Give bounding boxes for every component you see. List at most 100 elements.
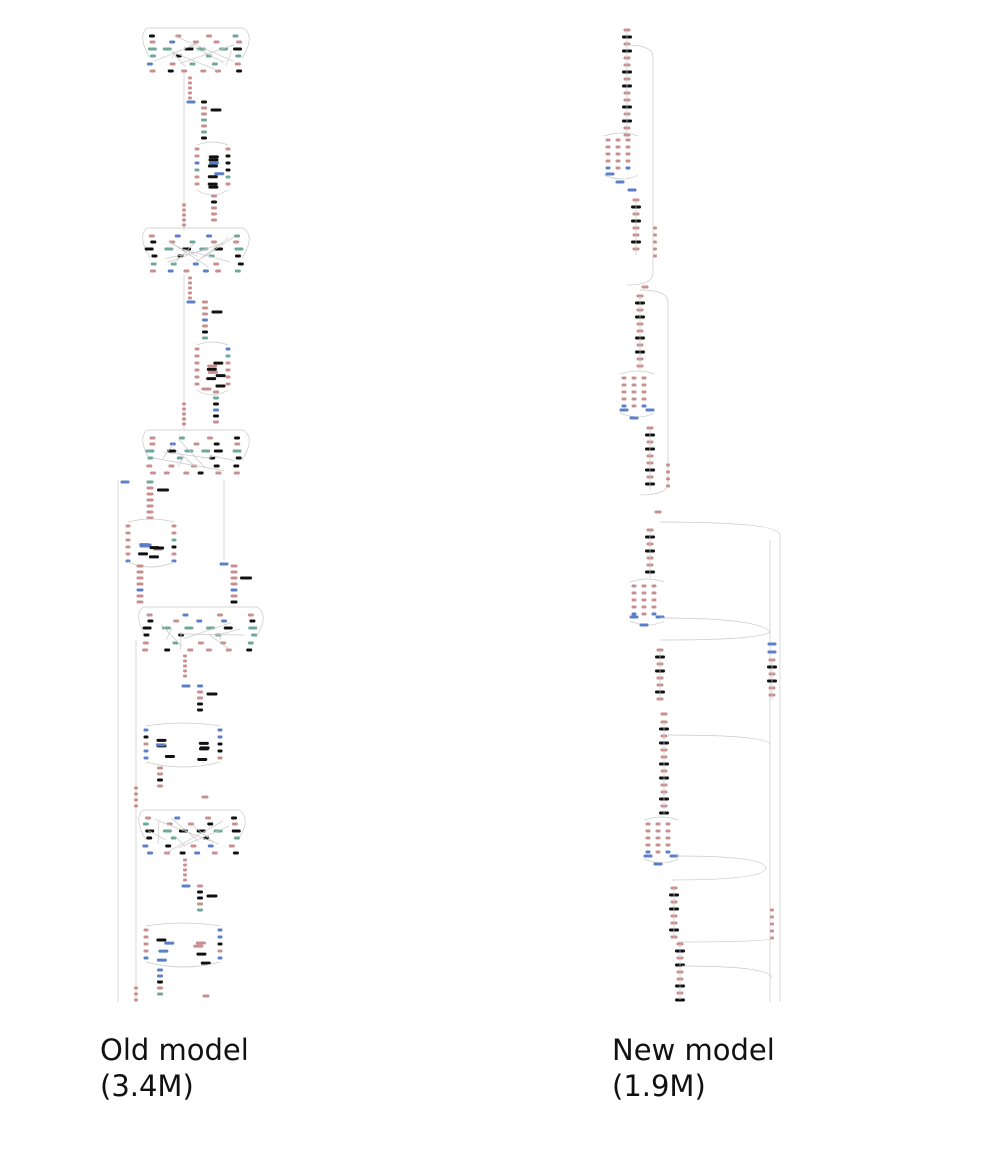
new-model-graph [603,28,781,1002]
graph-node [143,728,149,732]
graph-node [217,756,223,760]
graph-node [211,310,223,314]
graph-edge [643,858,679,864]
graph-node [136,594,144,598]
graph-edge [180,633,244,636]
graph-node [143,956,149,960]
graph-node [162,829,172,833]
graph-node [146,504,154,508]
graph-node [206,367,217,371]
graph-node [194,175,200,179]
graph-node [615,166,621,170]
graph-node [211,200,217,204]
graph-node [148,234,155,238]
graph-node [666,463,670,467]
graph-edge [127,561,175,568]
graph-node [230,588,238,592]
graph-edge [217,628,240,636]
graph-node [201,449,211,453]
graph-node [225,168,231,172]
graph-node [148,555,159,559]
graph-node [157,784,163,788]
graph-node [234,62,241,66]
graph-node [605,152,611,156]
graph-node [770,922,774,926]
graph-node [134,992,138,996]
graph-edge [196,389,229,396]
graph-node [249,619,256,623]
graph-node [158,949,169,953]
graph-node [183,664,187,668]
graph-node [767,650,777,654]
graph-node [169,442,176,446]
graph-node [615,152,621,156]
graph-node [767,642,777,646]
graph-node [625,152,631,156]
graph-node [136,600,144,604]
graph-edge [138,606,147,638]
graph-node [234,442,241,446]
graph-node [213,262,220,266]
graph-node [174,234,181,238]
graph-node [194,168,200,172]
graph-node [188,86,192,90]
graph-node [770,908,774,912]
graph-node [184,626,194,630]
graph-node [181,884,191,888]
graph-node [125,552,131,556]
graph-node [188,96,192,100]
graph-node [207,164,218,168]
graph-node [213,414,219,418]
graph-edge [681,965,773,979]
graph-node [170,836,177,840]
graph-node [171,531,177,535]
graph-node [198,741,209,745]
graph-node [217,949,223,953]
graph-node [251,633,258,637]
graph-node [655,822,661,826]
graph-node [182,613,189,617]
graph-node [208,155,219,159]
graph-node [651,591,657,595]
graph-edge [157,821,159,844]
graph-edge [225,50,233,66]
graph-node [213,449,223,453]
graph-node [615,159,621,163]
graph-edge [155,819,220,845]
graph-node [194,147,200,151]
graph-node [217,749,223,753]
graph-node [143,935,149,939]
graph-node [193,442,200,446]
graph-node [211,206,217,210]
graph-edge [178,825,230,849]
graph-node [207,182,218,186]
graph-node [182,203,186,207]
graph-node [208,185,219,189]
graph-node [621,376,627,380]
graph-node [770,929,774,933]
graph-node [235,456,242,460]
graph-node [654,510,662,514]
graph-node [171,538,177,542]
graph-node [651,584,657,588]
new-model-label: New model [612,1033,775,1067]
graph-node [230,576,238,580]
graph-node [214,172,225,176]
graph-node [217,935,223,939]
graph-node [197,757,208,761]
graph-node [189,240,196,244]
graph-node [200,69,207,73]
graph-node [136,582,144,586]
graph-node [183,674,187,678]
graph-node [236,69,243,73]
graph-node [625,138,631,142]
graph-node [139,543,150,547]
graph-node [631,605,637,609]
graph-edge [178,439,206,468]
graph-node [182,412,186,416]
graph-node [211,194,217,198]
graph-node [665,829,671,833]
graph-node [207,364,218,368]
graph-node [228,844,235,848]
graph-node [215,374,226,378]
